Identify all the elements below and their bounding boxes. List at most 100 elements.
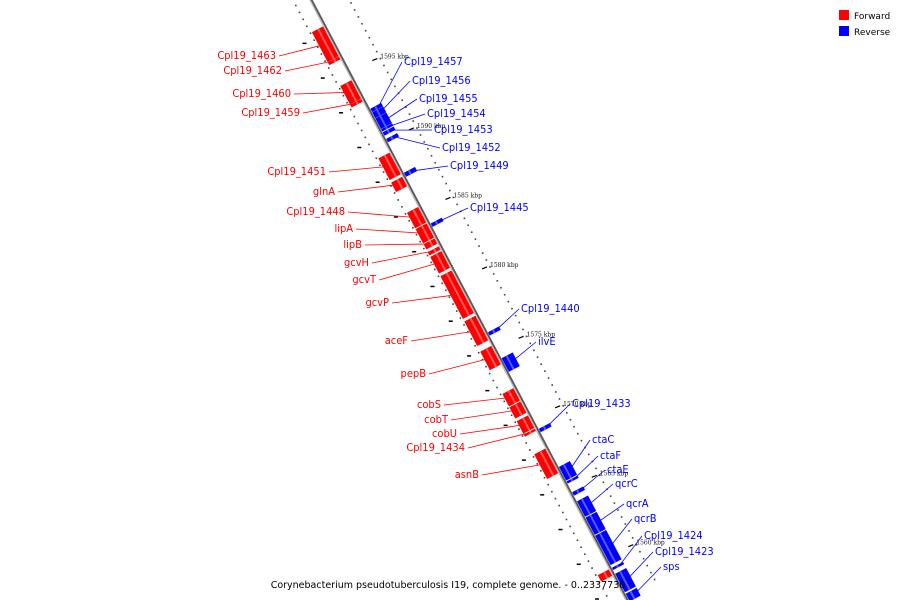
- tick-dot: [412, 120, 415, 122]
- tick-dot: [562, 511, 564, 514]
- tick-dot: [342, 94, 345, 97]
- tick-dot: [448, 189, 451, 192]
- forward-label-leader: [410, 330, 477, 342]
- forward-label-leader: [355, 228, 425, 234]
- tick-dot: [474, 238, 477, 240]
- tick-dot: [438, 168, 440, 171]
- reverse-label-leader: [412, 165, 449, 172]
- reverse-gene-shade: [589, 514, 601, 533]
- reverse-gene-label: qcrB: [634, 512, 657, 525]
- forward-gene-label: asnB: [455, 468, 479, 481]
- tick-dot: [404, 213, 407, 215]
- tick-dot: [408, 219, 411, 222]
- tick-dot: [503, 293, 506, 296]
- tick-dot: [430, 155, 433, 157]
- tick-dot: [500, 286, 502, 289]
- tick-dot: [427, 148, 429, 150]
- forward-gene-label: Cpl19_1434: [406, 441, 465, 454]
- tick-dot: [364, 29, 367, 32]
- tick-dot: [368, 36, 371, 39]
- tick-dot: [430, 261, 432, 264]
- tick-dot: [594, 574, 597, 576]
- forward-gene-shade: [345, 82, 357, 102]
- kbp-tick-mark: [554, 405, 561, 409]
- forward-gene-shade: [333, 58, 337, 63]
- reverse-gene-shade: [570, 478, 574, 482]
- tick-dot: [485, 365, 487, 368]
- forward-gene-shade: [433, 248, 437, 253]
- tick-dot: [532, 456, 535, 458]
- tick-dot: [441, 175, 444, 178]
- reverse-label-leader: [388, 113, 426, 127]
- tick-dot: [448, 296, 451, 298]
- tick-dot: [375, 157, 378, 160]
- tick-dot: [320, 53, 323, 55]
- tick-dot: [444, 289, 447, 292]
- forward-label-leader: [428, 357, 491, 375]
- tick-dot: [555, 391, 557, 393]
- reverse-label-leader: [609, 518, 633, 547]
- reverse-gene: [595, 529, 622, 566]
- tick-dot: [650, 571, 652, 574]
- tick-dot: [452, 303, 454, 305]
- tick-dot: [423, 247, 425, 250]
- backbone-highlight: [309, 0, 627, 600]
- reverse-gene: [370, 102, 384, 113]
- tick-dot: [518, 428, 520, 430]
- tick-dot: [562, 405, 564, 407]
- tick-dot: [470, 338, 473, 340]
- tick-dot: [525, 335, 528, 338]
- forward-gene-shade: [514, 403, 523, 416]
- reverse-gene-label: Cpl19_1449: [450, 159, 509, 172]
- tick-dot: [302, 18, 304, 21]
- reverse-gene: [501, 352, 520, 372]
- forward-gene-label: cobU: [432, 427, 457, 440]
- reverse-label-leader: [438, 207, 469, 222]
- reverse-gene: [615, 567, 636, 593]
- tick-dot: [514, 314, 517, 317]
- tick-dot: [452, 196, 455, 199]
- forward-gene-label: gcvH: [344, 256, 369, 269]
- forward-gene: [464, 315, 489, 347]
- reverse-gene-shade: [581, 498, 591, 515]
- tick-dot: [393, 192, 396, 194]
- forward-gene-shade: [317, 28, 335, 60]
- forward-gene-shade: [383, 154, 397, 177]
- kbp-tick-mark: [518, 335, 524, 339]
- tick-dot: [522, 328, 524, 331]
- forward-gene-label: Cpl19_1462: [223, 64, 282, 77]
- tick-dot: [470, 231, 473, 234]
- reverse-gene-label: Cpl19_1433: [572, 397, 631, 410]
- reverse-gene-label: ctaC: [592, 433, 614, 446]
- tick-dot: [536, 463, 539, 465]
- forward-gene-label: Cpl19_1463: [217, 49, 276, 62]
- reverse-gene-label: Cpl19_1440: [521, 302, 580, 315]
- tick-dot: [386, 178, 389, 180]
- forward-label-leader: [481, 463, 547, 476]
- tick-dot: [346, 101, 348, 104]
- genome-backbone: [309, 0, 629, 600]
- tick-dot: [401, 99, 404, 102]
- forward-gene: [534, 448, 559, 480]
- tick-dot: [518, 321, 521, 324]
- forward-gene-shade: [603, 571, 609, 579]
- tick-dot: [496, 280, 499, 282]
- tick-dot: [309, 32, 312, 35]
- tick-dot: [525, 442, 528, 444]
- reverse-gene-label: Cpl19_1423: [655, 545, 714, 558]
- forward-gene-shade: [421, 225, 431, 241]
- tick-dot: [547, 483, 549, 486]
- forward-gene: [480, 345, 501, 371]
- tick-dot: [544, 370, 546, 372]
- forward-label-leader: [302, 102, 357, 114]
- tick-dot: [353, 115, 356, 118]
- reverse-gene-shade: [599, 532, 617, 563]
- kbp-tick-mark: [628, 544, 634, 548]
- reverse-label-leader: [619, 535, 643, 566]
- legend-reverse-swatch: [839, 26, 849, 36]
- forward-label-leader: [278, 43, 326, 57]
- reverse-label-leader: [627, 551, 654, 580]
- forward-label-leader: [293, 91, 351, 95]
- tick-dot: [379, 57, 382, 60]
- forward-gene: [378, 152, 401, 181]
